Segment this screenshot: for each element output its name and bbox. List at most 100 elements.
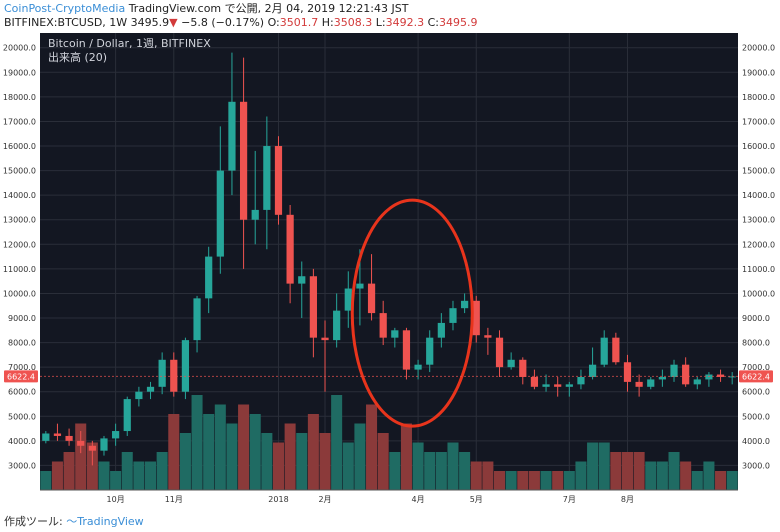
volume-label: 出来高 (20) [48, 50, 107, 64]
tradingview-logo-icon[interactable]: 〜 [66, 515, 78, 528]
volume-bar [40, 471, 52, 490]
volume-bar [156, 452, 168, 490]
volume-bar [575, 461, 587, 490]
volume-bar [214, 404, 226, 490]
volume-bar [540, 471, 552, 490]
y-tick-label: 8000.0 [8, 339, 36, 348]
y-tick-label: 13000.0 [3, 216, 36, 225]
candle-body [321, 337, 329, 341]
low-label: L: [375, 16, 386, 29]
last-price-tag-right: 6622.4 [739, 370, 773, 383]
x-tick-label: 2月 [318, 495, 331, 504]
volume-bar [203, 414, 215, 490]
volume-bar [517, 471, 529, 490]
volume-bar [377, 433, 389, 490]
candle-body [263, 146, 271, 210]
volume-bar [249, 414, 261, 490]
candlesticks [42, 52, 736, 466]
open-label: O: [267, 16, 280, 29]
candle-body [65, 435, 73, 441]
volume-bar [145, 461, 157, 490]
x-tick-label: 8月 [621, 495, 634, 504]
y-tick-label: 7000.0 [742, 363, 770, 372]
volume-bar [656, 461, 668, 490]
candle-body [333, 310, 341, 341]
volume-bar [331, 395, 343, 490]
candle-body [612, 337, 620, 363]
volume-bar [424, 452, 436, 490]
x-tick-label: 11月 [165, 495, 183, 504]
candle-body [205, 256, 213, 299]
volume-bar [691, 471, 703, 490]
symbol-info: BITFINEX:BTCUSD, 1W 3495.9 [4, 16, 170, 29]
volume-bar [645, 461, 657, 490]
candle-body [298, 276, 306, 284]
candle-body [565, 384, 573, 387]
y-tick-label: 16000.0 [742, 142, 775, 151]
volume-bar [75, 423, 87, 490]
candle-body [716, 374, 725, 377]
volume-bar [86, 442, 98, 490]
candle-body [554, 384, 562, 387]
plot-area[interactable] [40, 33, 738, 490]
x-axis[interactable]: 10月 11月 2018 2月 4月 5月 7月 8月 [107, 495, 635, 504]
volume-bar [494, 471, 506, 490]
volume-bar [226, 423, 238, 490]
volume-bar [715, 471, 727, 490]
high-value: 3508.3 [333, 16, 373, 29]
y-tick-label: 19000.0 [742, 68, 775, 77]
high-label: H: [321, 16, 334, 29]
volume-bar [272, 442, 284, 490]
volume-bar [366, 404, 378, 490]
volume-bar [621, 452, 633, 490]
volume-bar [133, 461, 145, 490]
candle-body [530, 376, 539, 387]
close-label: C: [427, 16, 439, 29]
volume-bar [598, 442, 610, 490]
candle-body [623, 362, 632, 382]
volume-bar [587, 442, 599, 490]
close-value: 3495.9 [438, 16, 478, 29]
volume-bar [307, 414, 319, 490]
candle-body [693, 379, 701, 385]
header-line-1: CoinPost-CryptoMedia TradingView.com で公開… [4, 2, 776, 16]
y-tick-label: 8000.0 [742, 339, 770, 348]
y-axis-right[interactable]: 3000.0 4000.0 5000.0 6000.0 7000.0 8000.0 9000… [742, 44, 775, 471]
candle-body [647, 379, 655, 387]
candle-body [42, 433, 50, 441]
y-tick-label: 18000.0 [742, 93, 775, 102]
y-tick-label: 7000.0 [8, 363, 36, 372]
y-tick-label: 16000.0 [3, 142, 36, 151]
tradingview-link[interactable]: TradingView [77, 515, 144, 528]
candle-body [600, 337, 608, 365]
highlight-ring [350, 198, 474, 428]
y-tick-label: 13000.0 [742, 216, 775, 225]
volume-bar [342, 442, 354, 490]
last-price-markers: 6622.4 6622.4 [4, 370, 773, 383]
candle-body [274, 146, 283, 215]
volume-bar [110, 471, 122, 490]
last-price-tag-label: 6622.4 [7, 372, 35, 381]
y-tick-label: 15000.0 [742, 167, 775, 176]
chart-title: Bitcoin / Dollar, 1週, BITFINEX [48, 37, 211, 50]
volume-bar [319, 433, 331, 490]
candle-body [472, 300, 480, 336]
publisher-link[interactable]: CoinPost-CryptoMedia [4, 2, 126, 15]
candle-body [635, 381, 643, 387]
volume-bar [726, 471, 738, 490]
volume-bar [552, 471, 564, 490]
y-tick-label: 12000.0 [742, 240, 775, 249]
y-tick-label: 12000.0 [3, 240, 36, 249]
candle-body [670, 364, 678, 377]
y-tick-label: 17000.0 [3, 117, 36, 126]
candle-body [577, 376, 585, 385]
volume-bar [121, 452, 133, 490]
y-tick-label: 14000.0 [742, 191, 775, 200]
volume-bar [610, 452, 622, 490]
y-tick-label: 19000.0 [3, 68, 36, 77]
y-tick-label: 5000.0 [742, 412, 770, 421]
y-axis-left[interactable]: 3000.0 4000.0 5000.0 6000.0 7000.0 8000.0 9000… [3, 44, 36, 471]
candle-body [123, 399, 131, 432]
volume-bar [633, 452, 645, 490]
